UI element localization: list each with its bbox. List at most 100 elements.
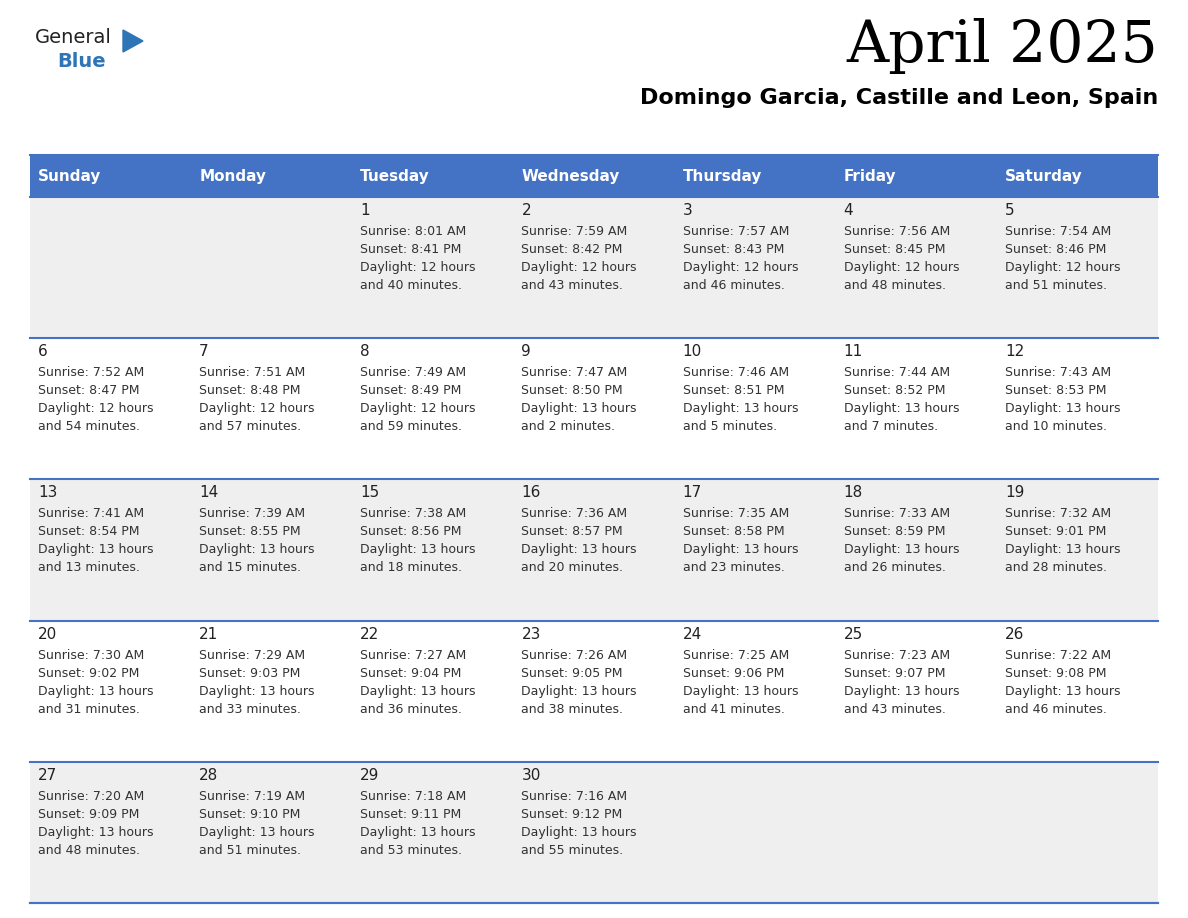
- Bar: [30, 762, 1158, 903]
- Text: 12: 12: [1005, 344, 1024, 359]
- Text: Sunset: 9:09 PM: Sunset: 9:09 PM: [38, 808, 139, 821]
- Text: and 31 minutes.: and 31 minutes.: [38, 702, 140, 716]
- Text: Daylight: 13 hours: Daylight: 13 hours: [200, 543, 315, 556]
- Text: and 18 minutes.: and 18 minutes.: [360, 562, 462, 575]
- Text: Friday: Friday: [843, 169, 896, 184]
- Text: Sunrise: 7:38 AM: Sunrise: 7:38 AM: [360, 508, 467, 521]
- Text: Sunset: 8:57 PM: Sunset: 8:57 PM: [522, 525, 623, 538]
- Text: 8: 8: [360, 344, 369, 359]
- Text: Daylight: 13 hours: Daylight: 13 hours: [843, 685, 959, 698]
- Text: Sunrise: 7:43 AM: Sunrise: 7:43 AM: [1005, 366, 1111, 379]
- Text: and 2 minutes.: and 2 minutes.: [522, 420, 615, 433]
- Text: Sunrise: 7:22 AM: Sunrise: 7:22 AM: [1005, 649, 1111, 662]
- Text: Daylight: 13 hours: Daylight: 13 hours: [1005, 685, 1120, 698]
- Text: 24: 24: [683, 627, 702, 642]
- Text: Wednesday: Wednesday: [522, 169, 620, 184]
- Text: Daylight: 13 hours: Daylight: 13 hours: [38, 543, 153, 556]
- Text: and 43 minutes.: and 43 minutes.: [522, 279, 624, 292]
- Text: and 36 minutes.: and 36 minutes.: [360, 702, 462, 716]
- Text: Sunday: Sunday: [38, 169, 101, 184]
- Text: and 48 minutes.: and 48 minutes.: [843, 279, 946, 292]
- Text: Sunrise: 7:25 AM: Sunrise: 7:25 AM: [683, 649, 789, 662]
- Text: Daylight: 12 hours: Daylight: 12 hours: [843, 261, 959, 274]
- Text: and 48 minutes.: and 48 minutes.: [38, 844, 140, 856]
- Text: 22: 22: [360, 627, 379, 642]
- Text: and 28 minutes.: and 28 minutes.: [1005, 562, 1107, 575]
- Bar: [30, 155, 1158, 197]
- Text: Sunrise: 7:54 AM: Sunrise: 7:54 AM: [1005, 225, 1111, 238]
- Text: 21: 21: [200, 627, 219, 642]
- Text: and 13 minutes.: and 13 minutes.: [38, 562, 140, 575]
- Text: and 59 minutes.: and 59 minutes.: [360, 420, 462, 433]
- Text: Sunset: 8:43 PM: Sunset: 8:43 PM: [683, 243, 784, 256]
- Text: Daylight: 12 hours: Daylight: 12 hours: [683, 261, 798, 274]
- Text: Sunrise: 7:32 AM: Sunrise: 7:32 AM: [1005, 508, 1111, 521]
- Text: and 51 minutes.: and 51 minutes.: [1005, 279, 1107, 292]
- Text: Daylight: 12 hours: Daylight: 12 hours: [38, 402, 153, 415]
- Text: Sunset: 8:47 PM: Sunset: 8:47 PM: [38, 385, 139, 397]
- Text: and 5 minutes.: and 5 minutes.: [683, 420, 777, 433]
- Text: Sunset: 9:10 PM: Sunset: 9:10 PM: [200, 808, 301, 821]
- Text: Sunrise: 8:01 AM: Sunrise: 8:01 AM: [360, 225, 467, 238]
- Text: Sunset: 8:51 PM: Sunset: 8:51 PM: [683, 385, 784, 397]
- Text: 25: 25: [843, 627, 862, 642]
- Text: and 54 minutes.: and 54 minutes.: [38, 420, 140, 433]
- Text: and 33 minutes.: and 33 minutes.: [200, 702, 301, 716]
- Text: Sunset: 8:58 PM: Sunset: 8:58 PM: [683, 525, 784, 538]
- Polygon shape: [124, 30, 143, 52]
- Text: Sunset: 8:52 PM: Sunset: 8:52 PM: [843, 385, 946, 397]
- Text: Sunrise: 7:35 AM: Sunrise: 7:35 AM: [683, 508, 789, 521]
- Text: 6: 6: [38, 344, 48, 359]
- Bar: [30, 338, 1158, 479]
- Text: and 53 minutes.: and 53 minutes.: [360, 844, 462, 856]
- Text: and 15 minutes.: and 15 minutes.: [200, 562, 301, 575]
- Text: 13: 13: [38, 486, 57, 500]
- Text: Daylight: 13 hours: Daylight: 13 hours: [360, 543, 475, 556]
- Text: and 7 minutes.: and 7 minutes.: [843, 420, 937, 433]
- Text: Sunrise: 7:59 AM: Sunrise: 7:59 AM: [522, 225, 627, 238]
- Text: 18: 18: [843, 486, 862, 500]
- Text: 27: 27: [38, 767, 57, 783]
- Text: and 26 minutes.: and 26 minutes.: [843, 562, 946, 575]
- Bar: [30, 197, 1158, 338]
- Text: Daylight: 12 hours: Daylight: 12 hours: [360, 261, 475, 274]
- Text: Sunset: 9:12 PM: Sunset: 9:12 PM: [522, 808, 623, 821]
- Text: Sunrise: 7:36 AM: Sunrise: 7:36 AM: [522, 508, 627, 521]
- Text: and 43 minutes.: and 43 minutes.: [843, 702, 946, 716]
- Text: Monday: Monday: [200, 169, 266, 184]
- Text: Domingo Garcia, Castille and Leon, Spain: Domingo Garcia, Castille and Leon, Spain: [640, 88, 1158, 108]
- Text: 15: 15: [360, 486, 379, 500]
- Text: Sunset: 8:42 PM: Sunset: 8:42 PM: [522, 243, 623, 256]
- Text: Sunrise: 7:33 AM: Sunrise: 7:33 AM: [843, 508, 950, 521]
- Text: 1: 1: [360, 203, 369, 218]
- Text: 7: 7: [200, 344, 209, 359]
- Text: Sunrise: 7:23 AM: Sunrise: 7:23 AM: [843, 649, 950, 662]
- Text: Sunrise: 7:57 AM: Sunrise: 7:57 AM: [683, 225, 789, 238]
- Text: Sunrise: 7:29 AM: Sunrise: 7:29 AM: [200, 649, 305, 662]
- Text: Daylight: 13 hours: Daylight: 13 hours: [843, 402, 959, 415]
- Text: General: General: [34, 28, 112, 47]
- Text: 23: 23: [522, 627, 541, 642]
- Text: 14: 14: [200, 486, 219, 500]
- Text: Daylight: 13 hours: Daylight: 13 hours: [1005, 402, 1120, 415]
- Text: Sunset: 9:06 PM: Sunset: 9:06 PM: [683, 666, 784, 679]
- Text: Daylight: 13 hours: Daylight: 13 hours: [522, 543, 637, 556]
- Text: Sunrise: 7:44 AM: Sunrise: 7:44 AM: [843, 366, 950, 379]
- Text: Sunrise: 7:56 AM: Sunrise: 7:56 AM: [843, 225, 950, 238]
- Text: Sunrise: 7:18 AM: Sunrise: 7:18 AM: [360, 789, 467, 803]
- Text: Tuesday: Tuesday: [360, 169, 430, 184]
- Text: Daylight: 13 hours: Daylight: 13 hours: [38, 826, 153, 839]
- Text: Daylight: 13 hours: Daylight: 13 hours: [360, 685, 475, 698]
- Text: Sunrise: 7:52 AM: Sunrise: 7:52 AM: [38, 366, 144, 379]
- Text: 17: 17: [683, 486, 702, 500]
- Text: 3: 3: [683, 203, 693, 218]
- Text: Daylight: 13 hours: Daylight: 13 hours: [683, 685, 798, 698]
- Text: 2: 2: [522, 203, 531, 218]
- Text: 16: 16: [522, 486, 541, 500]
- Text: Daylight: 13 hours: Daylight: 13 hours: [522, 826, 637, 839]
- Text: and 40 minutes.: and 40 minutes.: [360, 279, 462, 292]
- Text: Daylight: 12 hours: Daylight: 12 hours: [360, 402, 475, 415]
- Text: Sunset: 8:48 PM: Sunset: 8:48 PM: [200, 385, 301, 397]
- Text: Sunrise: 7:41 AM: Sunrise: 7:41 AM: [38, 508, 144, 521]
- Text: Thursday: Thursday: [683, 169, 762, 184]
